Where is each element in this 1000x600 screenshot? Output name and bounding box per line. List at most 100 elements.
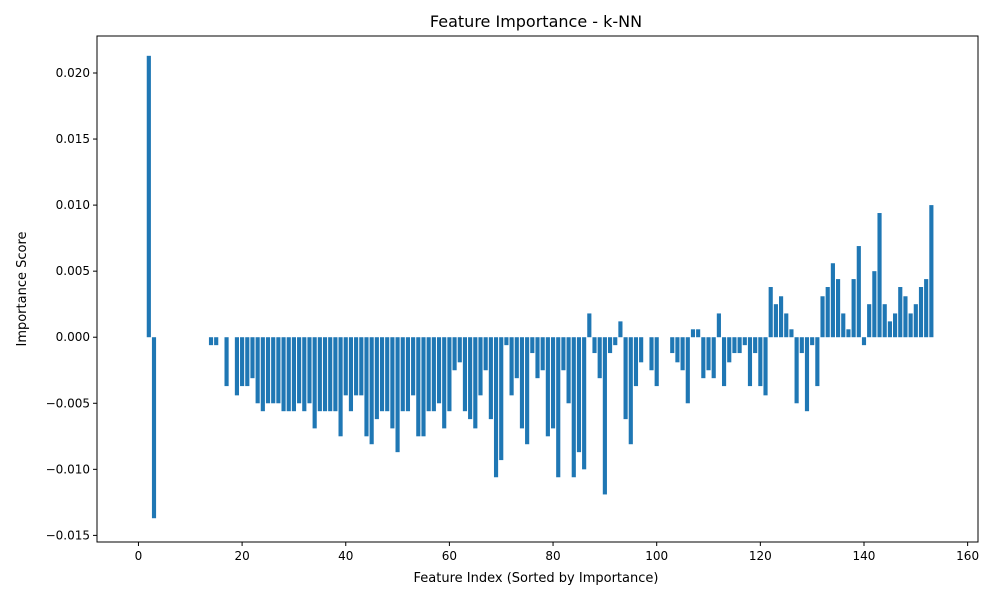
bar [390,337,395,429]
bar [582,337,587,470]
bar [633,337,639,387]
bar [711,337,716,379]
bar [338,337,343,437]
bar [737,337,742,354]
bar [716,313,721,338]
bar [768,287,773,338]
bar [255,337,260,404]
bar [400,337,405,412]
bar [431,337,436,412]
bar [312,337,317,429]
bar [670,337,675,354]
bar [250,337,255,379]
y-axis-ticks: −0.015 −0.010 −0.005 0.000 0.005 0.010 0.015 0.… [46,66,97,542]
bar [468,337,473,420]
bar [701,337,706,379]
bar [773,304,778,338]
bar [234,337,239,396]
bar [903,296,908,338]
bar [265,337,271,404]
bar [872,271,877,338]
bar [804,337,810,412]
bar [447,337,452,412]
bar [514,337,519,379]
bar [721,337,727,387]
bar [830,263,835,338]
bar [794,337,799,404]
bar [281,337,286,412]
bar [789,329,794,338]
bar [436,337,442,404]
bar [825,287,830,338]
bar [841,313,846,338]
bar [307,337,312,404]
bar [297,337,302,404]
x-tick-label: 0 [135,549,143,563]
y-tick-label: −0.015 [46,528,90,542]
bar [908,313,913,338]
bar [597,337,602,379]
y-axis-label: Importance Score [15,231,30,346]
bar [488,337,493,420]
bar [929,205,934,338]
x-tick-label: 20 [234,549,249,563]
bar [815,337,820,387]
x-tick-label: 80 [545,549,560,563]
bar [271,337,276,404]
bar [354,337,359,396]
y-tick-label: 0.010 [56,198,90,212]
bar [918,287,924,338]
bar [887,321,892,338]
bar [799,337,804,354]
x-tick-label: 60 [442,549,457,563]
bar [214,337,219,346]
bar [613,337,618,346]
bar [556,337,561,478]
bar [675,337,680,363]
bar [924,279,929,338]
bar [836,279,841,338]
x-tick-label: 40 [338,549,353,563]
bar [333,337,338,412]
plot-area-frame [96,35,979,543]
bar [343,337,348,396]
bar [753,337,758,354]
bar [452,337,457,371]
bar [680,337,685,371]
bar [499,337,504,461]
bar [442,337,447,429]
bar [245,337,250,387]
bar [379,337,385,412]
x-tick-label: 160 [956,549,979,563]
bar [592,337,597,354]
bar [504,337,509,346]
bar [618,321,623,338]
y-tick-label: 0.000 [56,330,90,344]
bar [571,337,576,478]
bar [493,337,499,478]
x-tick-label: 140 [853,549,876,563]
bar [224,337,229,387]
bar [810,337,815,346]
y-tick-label: −0.005 [46,396,90,410]
bar [286,337,291,412]
bar [322,337,328,412]
bar [727,337,732,363]
bar [421,337,426,437]
bar [846,329,851,338]
bar [732,337,737,354]
bar [861,337,867,346]
bar [530,337,535,354]
bar [483,337,488,371]
bar [426,337,431,412]
bar [151,337,157,519]
bar [208,337,214,346]
bar [856,246,861,338]
x-axis-ticks: 0 20 40 60 80 100 120 140 160 [135,542,979,563]
bar [385,337,390,412]
bar [576,337,582,453]
bar [395,337,400,453]
bar [240,337,245,387]
bar [623,337,628,420]
